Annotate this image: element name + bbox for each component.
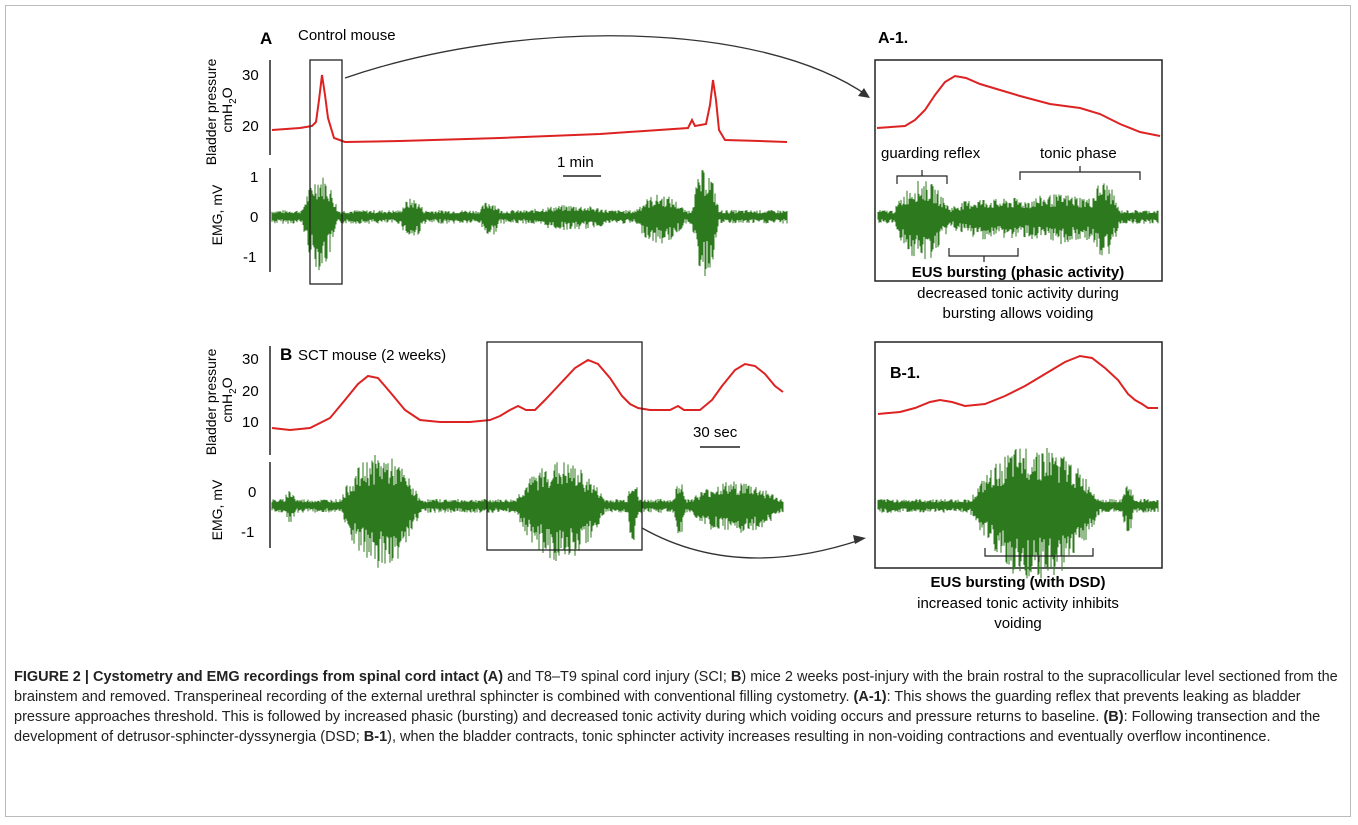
panel-b-emg-axis-label: EMG, mV [209,479,225,540]
panel-a-emg-trace [271,170,788,276]
panel-a-emg-tick-neg1: -1 [243,249,256,266]
panel-a-title: Control mouse [298,27,396,44]
panel-a1-pressure-trace [876,74,1161,137]
arrow-a-head [858,88,870,98]
emg-trace-path [877,181,1159,259]
panel-a-scale-label: 1 min [557,154,594,171]
panel-b-letter: B [280,345,292,364]
panel-a1-tonic-phase: tonic phase [1040,145,1117,162]
caption-ref-b1: B-1 [363,729,388,745]
panel-b1-bursting-line1: increased tonic activity inhibits [917,595,1119,612]
panel-a1-bursting-title: EUS bursting (phasic activity) [912,264,1125,281]
panel-b1: B-1. EUS bursting (with DSD) increased t… [874,341,1163,632]
panel-a-emg-tick-1: 1 [250,169,258,186]
caption-text-4: : Following transection and the developm… [14,709,1321,745]
panel-a-pressure-label-line2: cmH2O [219,87,239,132]
panel-b-pressure-label-line2: cmH2O [219,377,239,422]
panel-b1-emg-trace [877,448,1159,579]
panel-a-pressure-tick-20: 20 [242,118,259,135]
panel-b-scale-label: 30 sec [693,424,738,441]
panel-a-pressure-trace [271,74,788,144]
caption-text-3: : This shows the guarding reflex that pr… [14,689,1301,725]
emg-trace-path [271,170,788,276]
caption-title: FIGURE 2 | Cystometry and EMG recordings… [14,669,504,685]
panel-a1-tonic-bracket [1019,166,1141,180]
arrow-b-head [853,535,866,544]
panel-a1-guarding-bracket [896,170,948,184]
panel-b1-bursting-title: EUS bursting (with DSD) [931,574,1106,591]
panel-a-pressure-label-line1: Bladder pressure [203,58,219,165]
panel-b: 30 20 10 Bladder pressure cmH2O B SCT mo… [203,341,784,568]
figure-graphic: A Control mouse 30 20 Bladder pressure c… [203,27,1163,632]
panel-b-title: SCT mouse (2 weeks) [298,347,446,364]
panel-b-pressure-axis-label: Bladder pressure cmH2O [203,345,239,456]
caption-ref-a1: (A-1) [853,689,887,705]
panel-a1-bursting-line2: bursting allows voiding [943,305,1094,322]
panel-a-letter: A [260,29,272,48]
panel-a-pressure-axis-label: Bladder pressure cmH2O [203,55,239,166]
panel-b-emg-trace [271,455,784,568]
caption-ref-b-2: (B) [1103,709,1124,725]
panel-a1: A-1. guarding reflex tonic phase EUS bur… [874,30,1163,322]
panel-a-emg-tick-0: 0 [250,209,258,226]
panel-a1-phasic-bracket [948,248,1019,262]
panel-a1-guarding-reflex: guarding reflex [881,145,981,162]
panel-b1-bracket [984,548,1094,562]
panel-b-emg-tick-0: 0 [248,484,256,501]
figure-frame [5,5,1351,817]
panel-a1-emg-trace [877,181,1159,259]
emg-trace-path [877,448,1159,579]
panel-b1-pressure-trace [877,354,1158,415]
panel-b-pressure-tick-10: 10 [242,414,259,431]
panel-a1-box [874,59,1163,282]
panel-a1-bursting-line1: decreased tonic activity during [917,285,1119,302]
emg-trace-path [271,455,784,568]
caption-text-1: and T8–T9 spinal cord injury (SCI; [503,669,731,685]
panel-a-pressure-tick-30: 30 [242,67,259,84]
panel-b-emg-tick-neg1: -1 [241,524,254,541]
panel-b-pressure-tick-30: 30 [242,351,259,368]
panel-b-pressure-trace [271,358,784,432]
panel-a: A Control mouse 30 20 Bladder pressure c… [203,27,788,285]
panel-b-highlight-box [486,341,643,551]
caption-ref-b: B [730,669,742,685]
panel-a-emg-axis-label: EMG, mV [209,184,225,245]
caption-text-2: ) mice 2 weeks post-injury with the brai… [14,669,1338,705]
caption-text-5: ), when the bladder contracts, tonic sph… [387,729,1271,745]
panel-b-pressure-tick-20: 20 [242,383,259,400]
panel-a-highlight-box [309,59,343,285]
panel-b1-label: B-1. [890,365,920,382]
panel-b1-bursting-line2: voiding [994,615,1042,632]
panel-a1-label: A-1. [878,30,908,47]
panel-b1-box [874,341,1163,569]
figure-caption: FIGURE 2 | Cystometry and EMG recordings… [14,667,1339,747]
arrow-a-to-a1 [344,35,869,97]
arrow-b-to-b1 [641,527,861,559]
panel-b-pressure-label-line1: Bladder pressure [203,348,219,455]
